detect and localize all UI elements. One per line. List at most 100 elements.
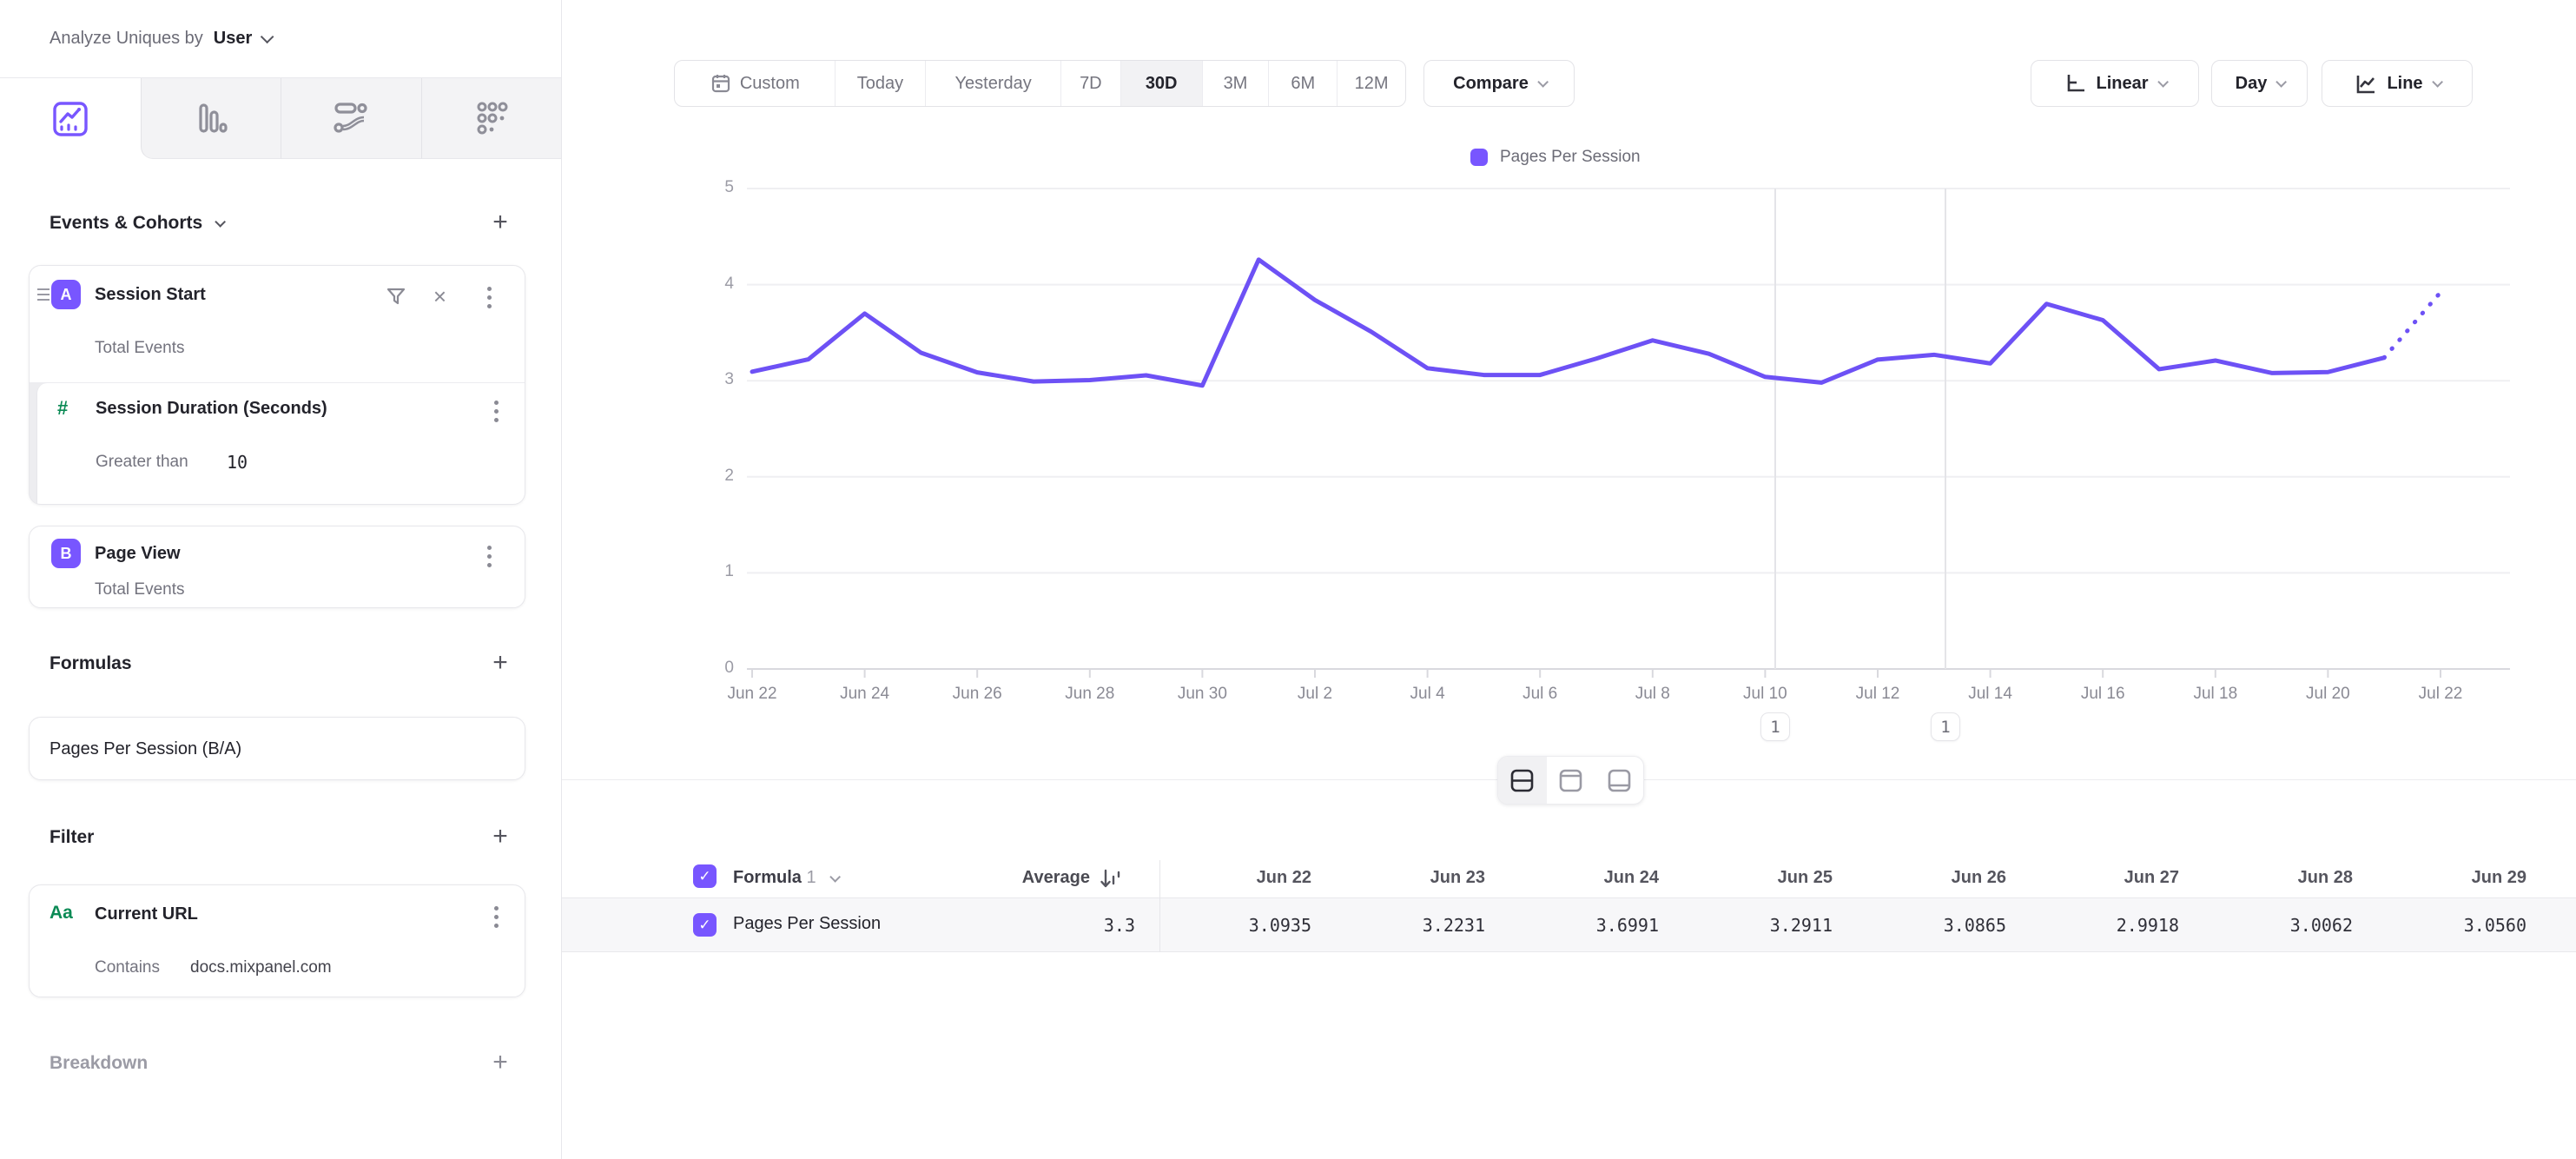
add-formula-button[interactable]: +	[492, 648, 508, 677]
event-measurement[interactable]: Total Events	[95, 580, 185, 599]
tab-insights[interactable]	[0, 78, 141, 159]
formula-group-header[interactable]: Formula 1	[733, 868, 842, 888]
date-range-12m[interactable]: 12M	[1337, 61, 1405, 106]
flows-icon	[334, 103, 367, 133]
row-checkbox[interactable]: ✓	[693, 913, 717, 937]
tab-flows[interactable]	[281, 78, 421, 159]
date-column-header[interactable]: Jun 29	[2471, 868, 2526, 887]
y-axis-tick-label: 1	[724, 562, 734, 581]
chart-view-button[interactable]	[1547, 757, 1595, 804]
value-cell: 3.2231	[1422, 915, 1485, 936]
breakdown-section-header: Breakdown +	[50, 1048, 513, 1076]
x-axis-tick-label: Jun 26	[952, 685, 1002, 703]
drag-handle-icon[interactable]	[37, 288, 50, 301]
chevron-down-icon	[261, 30, 274, 44]
filter-operator[interactable]: Contains	[95, 958, 160, 977]
formula-input[interactable]: Pages Per Session (B/A)	[50, 739, 242, 758]
chart-type-dropdown[interactable]: Line	[2322, 60, 2473, 107]
scale-dropdown[interactable]: Linear	[2031, 60, 2199, 107]
value-cell: 3.2911	[1769, 915, 1833, 936]
filter-property-title[interactable]: Current URL	[95, 904, 198, 924]
line-chart: Pages Per Session 0 1 2 3 4 5 Jun 22 Jun 24 Jun…	[562, 113, 2576, 773]
event-options-kebab-icon[interactable]	[486, 287, 492, 308]
table-view-button[interactable]	[1595, 757, 1643, 804]
filter-options-kebab-icon[interactable]	[493, 906, 499, 928]
calendar-icon	[711, 75, 730, 93]
numeric-property-icon: #	[57, 397, 69, 419]
y-axis-tick-label: 5	[724, 178, 734, 196]
remove-event-icon[interactable]: ×	[433, 283, 446, 309]
event-options-kebab-icon[interactable]	[486, 546, 492, 567]
add-filter-button[interactable]: +	[492, 822, 508, 851]
y-axis-tick-label: 0	[724, 659, 734, 677]
sort-descending-icon[interactable]	[1098, 866, 1124, 892]
chevron-down-icon	[2275, 76, 2288, 88]
event-title[interactable]: Session Start	[95, 285, 206, 304]
date-column-header[interactable]: Jun 22	[1256, 868, 1311, 887]
date-range-yesterday[interactable]: Yesterday	[925, 61, 1060, 106]
linear-axis-icon	[2068, 75, 2085, 92]
date-range-custom[interactable]: Custom	[675, 61, 835, 106]
analyze-by-dropdown[interactable]: User	[213, 29, 253, 48]
x-axis-tick-label: Jul 22	[2418, 685, 2463, 703]
filter-funnel-icon[interactable]	[385, 285, 407, 308]
add-breakdown-button[interactable]: +	[492, 1048, 508, 1076]
formula-field-card[interactable]: Pages Per Session (B/A)	[29, 717, 525, 780]
date-range-7d[interactable]: 7D	[1060, 61, 1120, 106]
average-value-cell: 3.3	[1103, 915, 1135, 936]
date-column-header[interactable]: Jun 23	[1430, 868, 1485, 887]
formulas-section-header: Formulas +	[50, 648, 513, 677]
property-options-kebab-icon[interactable]	[493, 401, 499, 422]
series-line	[750, 257, 2387, 388]
insights-line-chart-icon	[53, 101, 88, 136]
annotation-chip[interactable]: 1	[1760, 712, 1790, 741]
date-column-header[interactable]: Jun 25	[1777, 868, 1833, 887]
date-column-header[interactable]: Jun 24	[1603, 868, 1659, 887]
select-all-checkbox[interactable]: ✓	[693, 864, 717, 888]
filter-value[interactable]: docs.mixpanel.com	[190, 958, 332, 977]
x-axis-tick-label: Jun 24	[840, 685, 890, 703]
string-property-icon: Aa	[50, 903, 73, 923]
filter-card: Aa Current URL Contains docs.mixpanel.co…	[29, 884, 525, 997]
granularity-dropdown[interactable]: Day	[2211, 60, 2308, 107]
chevron-down-icon	[2431, 76, 2443, 88]
date-column-header[interactable]: Jun 27	[2124, 868, 2179, 887]
value-cell: 3.0062	[2289, 915, 2353, 936]
average-column-header[interactable]: Average	[1021, 868, 1090, 887]
funnels-bars-icon	[199, 103, 228, 133]
series-name-cell: Pages Per Session	[733, 914, 882, 933]
date-column-header[interactable]: Jun 26	[1951, 868, 2006, 887]
filter-title: Filter	[50, 827, 95, 847]
tab-funnels[interactable]	[140, 78, 281, 159]
date-range-6m[interactable]: 6M	[1268, 61, 1337, 106]
table-data-row[interactable]: ✓ Pages Per Session 3.3 3.0935 3.2231 3.69…	[562, 897, 2576, 952]
analyze-uniques-label: Analyze Uniques by	[50, 29, 203, 48]
event-measurement[interactable]: Total Events	[95, 339, 185, 357]
x-axis-tick-label: Jul 8	[1635, 685, 1670, 703]
date-column-header[interactable]: Jun 28	[2297, 868, 2353, 887]
analysis-header: Analyze Uniques by User	[0, 0, 561, 78]
event-a-card: A Session Start × Total Events # Session…	[29, 265, 525, 505]
events-cohorts-title[interactable]: Events & Cohorts	[50, 213, 203, 233]
results-table: ✓ Formula 1 Average Jun 22 Jun 23 Jun 24 Ju…	[562, 860, 2576, 952]
chevron-down-icon	[1537, 76, 1549, 88]
chart-type-label: Line	[2387, 73, 2423, 93]
retention-dots-icon	[477, 102, 508, 135]
add-event-button[interactable]: +	[492, 208, 508, 236]
tab-retention[interactable]	[420, 78, 561, 159]
split-view-button[interactable]	[1498, 757, 1547, 804]
chart-plot-area[interactable]	[562, 113, 2576, 773]
y-axis-tick-label: 3	[724, 370, 734, 389]
property-value[interactable]: 10	[227, 452, 248, 473]
annotation-chip[interactable]: 1	[1931, 712, 1960, 741]
date-range-30d[interactable]: 30D	[1120, 61, 1202, 106]
date-range-3m[interactable]: 3M	[1201, 61, 1269, 106]
property-title[interactable]: Session Duration (Seconds)	[96, 399, 327, 418]
event-title[interactable]: Page View	[95, 544, 181, 563]
event-letter-badge: B	[51, 539, 81, 568]
compare-button[interactable]: Compare	[1423, 60, 1575, 107]
chart-legend[interactable]: Pages Per Session	[1470, 148, 1641, 167]
line-chart-icon	[2357, 75, 2375, 93]
date-range-today[interactable]: Today	[834, 61, 926, 106]
property-operator[interactable]: Greater than	[96, 453, 188, 471]
